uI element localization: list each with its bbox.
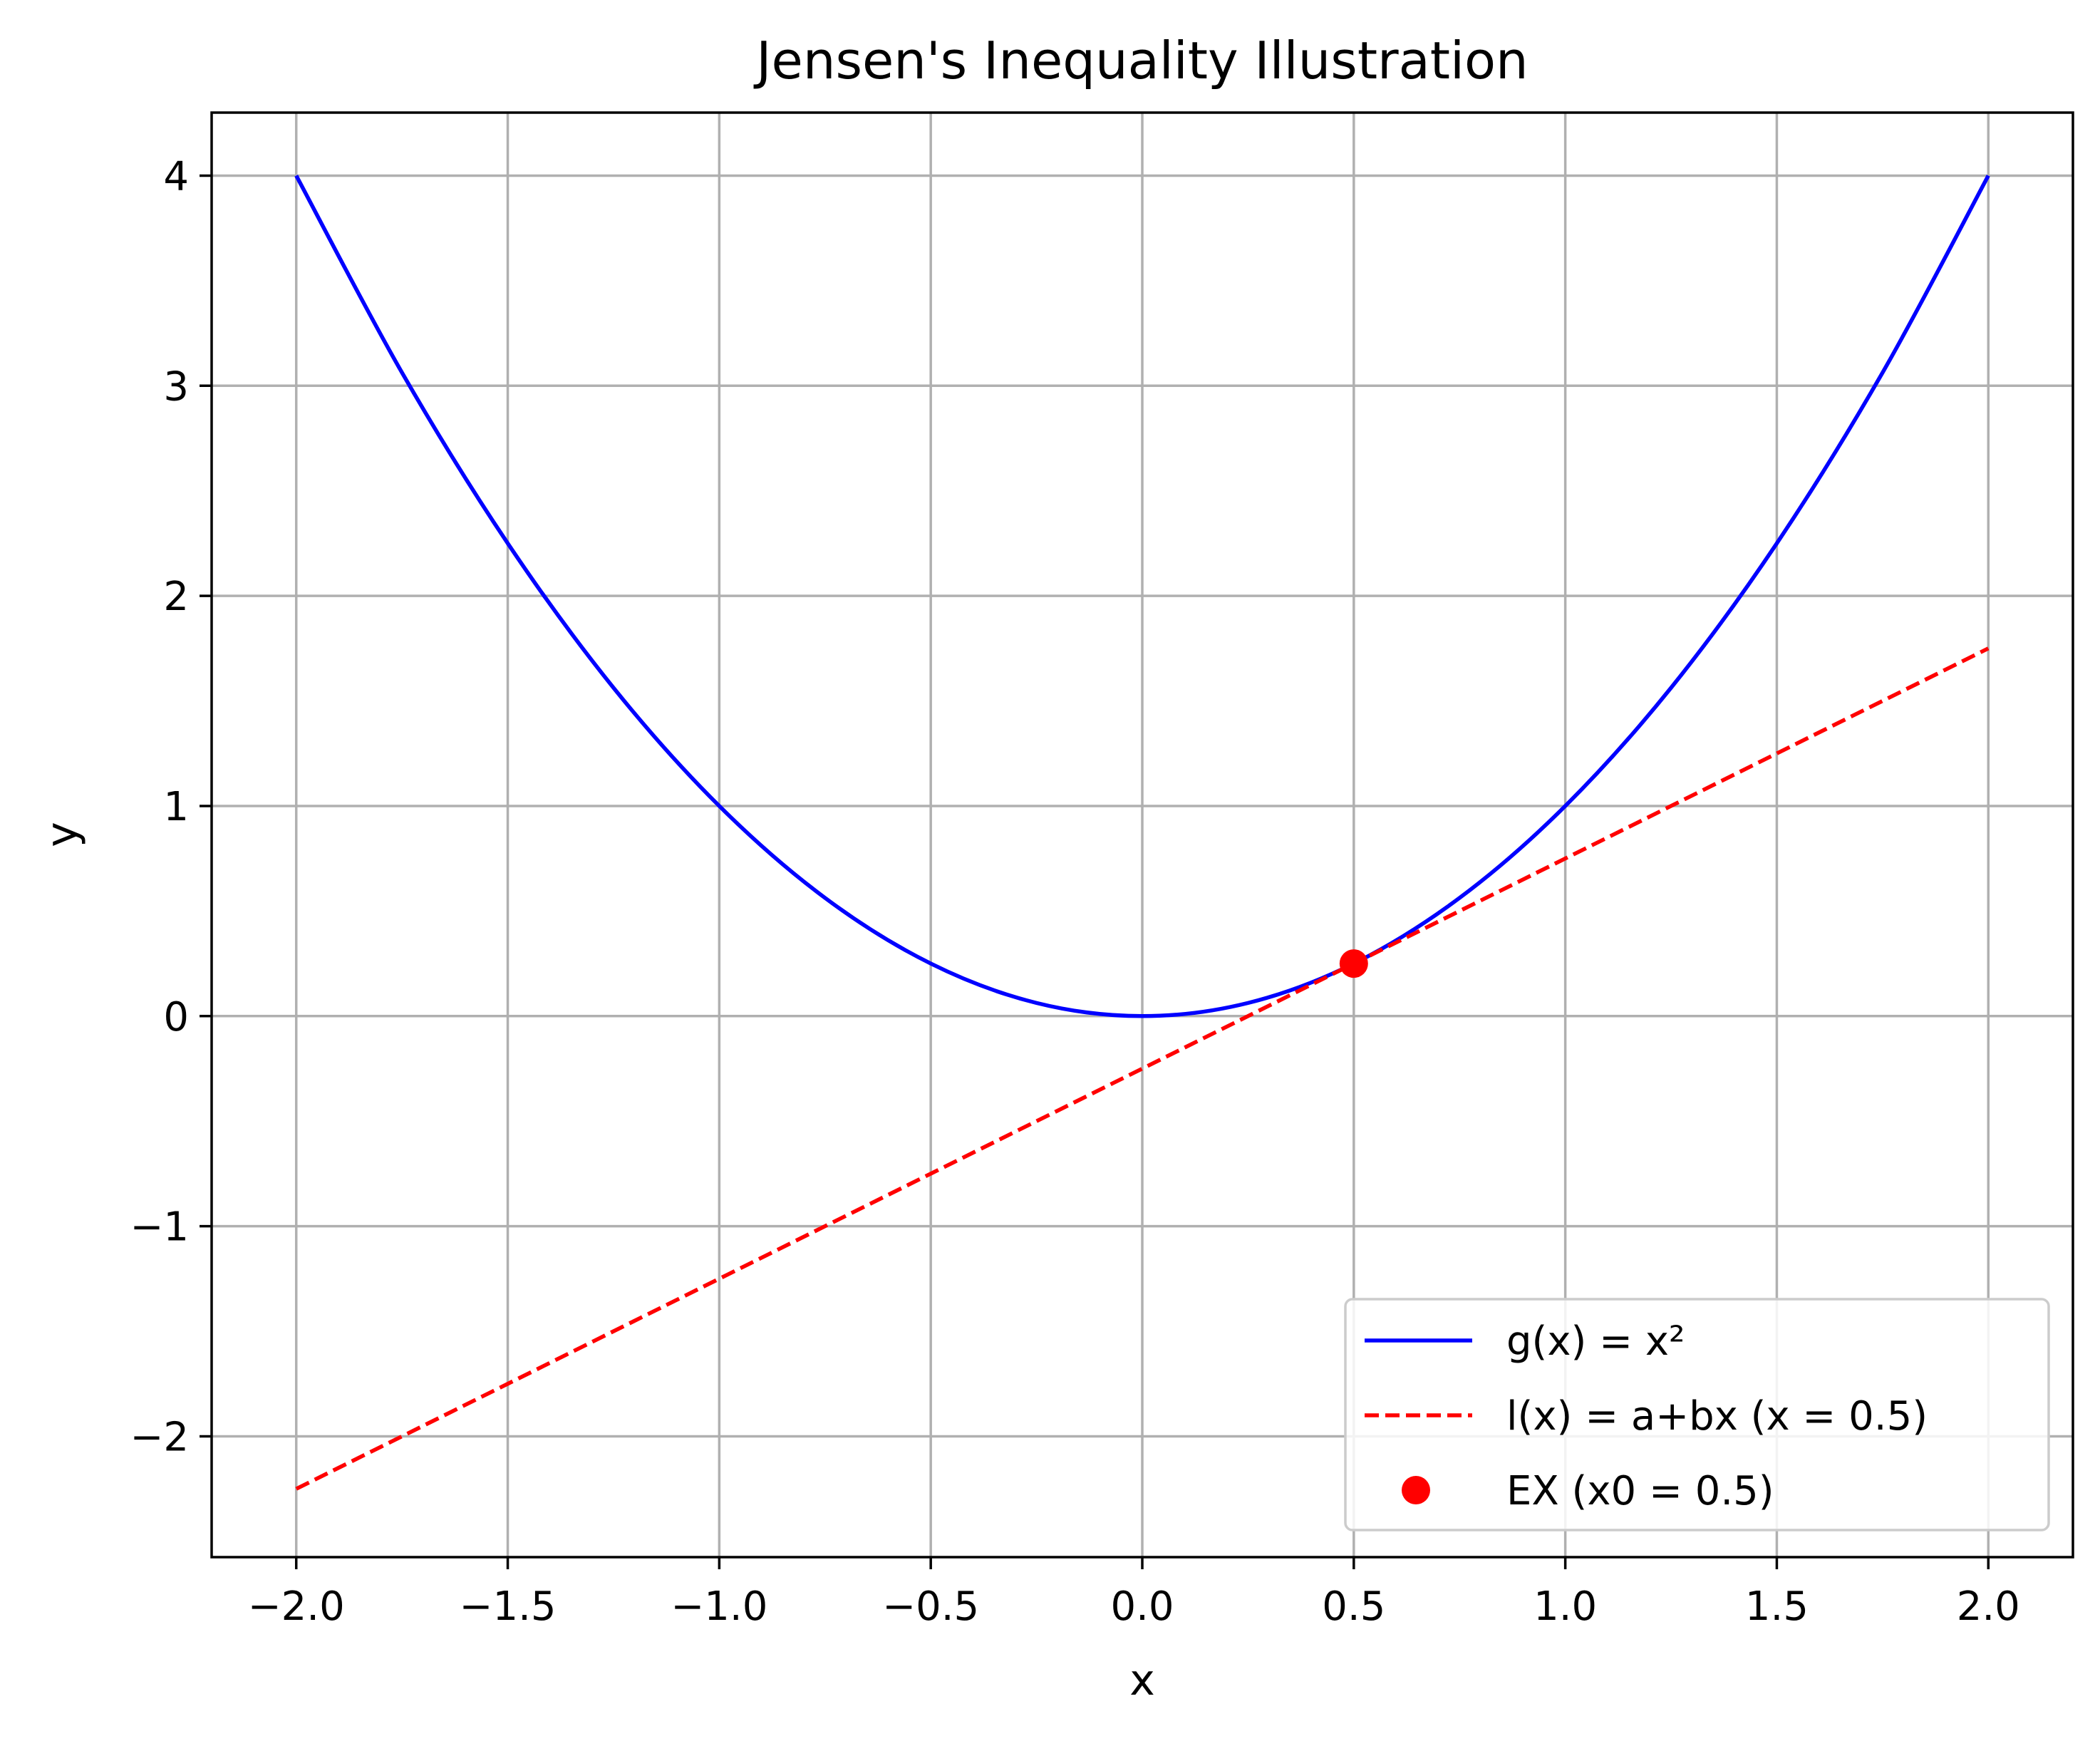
x-tick-label: 0.5: [1322, 1584, 1385, 1630]
y-tick-label: 2: [163, 574, 189, 620]
axis-ticks: −2.0 −1.5 −1.0 −0.5 0.0 0.5 1.0 1.5 2.0 −2 −1 0 1 2 3 4: [130, 153, 2019, 1630]
y-tick-label: 4: [163, 153, 189, 200]
x-tick-label: −2.0: [248, 1584, 345, 1630]
x-tick-label: −1.0: [671, 1584, 767, 1630]
y-tick-label: −1: [130, 1204, 189, 1251]
legend-label-1: l(x) = a+bx (x = 0.5): [1506, 1393, 1928, 1440]
x-axis-label: x: [1129, 1655, 1155, 1705]
y-axis-label: y: [37, 822, 87, 847]
legend-label-0: g(x) = x²: [1506, 1318, 1685, 1365]
x-tick-label: 1.5: [1745, 1584, 1809, 1630]
legend-label-2: EX (x0 = 0.5): [1506, 1468, 1774, 1514]
x-tick-label: −1.5: [460, 1584, 557, 1630]
series-line-0: [294, 175, 1990, 1018]
x-tick-label: 2.0: [1957, 1584, 2020, 1630]
plot-series: [294, 175, 1990, 1491]
legend: g(x) = x² l(x) = a+bx (x = 0.5) EX (x0 = 0…: [1344, 1298, 2050, 1531]
y-tick-label: −2: [130, 1414, 189, 1460]
scatter-point: [1339, 949, 1368, 978]
y-tick-label: 1: [163, 784, 189, 830]
legend-marker-2: [1402, 1476, 1430, 1504]
x-tick-label: −0.5: [882, 1584, 979, 1630]
chart-title: Jensen's Inequality Illustration: [753, 31, 1528, 91]
y-tick-label: 0: [163, 994, 189, 1040]
x-tick-label: 1.0: [1533, 1584, 1597, 1630]
y-tick-label: 3: [163, 363, 189, 410]
legend-box: [1344, 1298, 2050, 1531]
series-line-1: [295, 646, 1990, 1491]
x-tick-label: 0.0: [1110, 1584, 1174, 1630]
